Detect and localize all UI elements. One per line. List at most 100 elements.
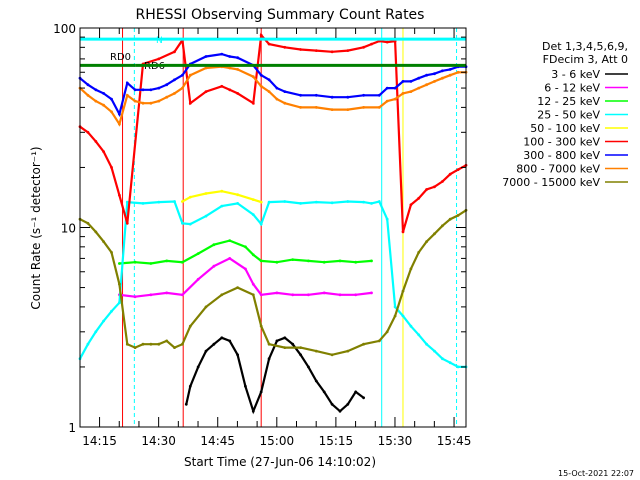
- data-point: [307, 365, 310, 369]
- data-point: [86, 93, 90, 97]
- data-point: [283, 45, 287, 49]
- series-line: [181, 190, 262, 204]
- data-point: [291, 293, 295, 297]
- data-point: [362, 93, 365, 97]
- data-point: [267, 42, 271, 46]
- data-point: [94, 330, 98, 334]
- data-point: [362, 45, 365, 49]
- series-12-25-kev: [118, 239, 373, 265]
- data-point: [149, 101, 153, 105]
- data-point: [417, 251, 421, 254]
- data-point: [86, 130, 90, 134]
- data-point: [314, 106, 318, 109]
- x-tick-label: 14:45: [200, 434, 235, 448]
- data-point: [291, 258, 295, 261]
- data-point: [94, 140, 98, 143]
- legend-label-12-25-kev: 12 - 25 keV: [537, 95, 600, 108]
- data-point: [299, 106, 302, 109]
- data-point: [251, 101, 255, 105]
- x-tick-label: 14:15: [82, 434, 117, 448]
- data-point: [165, 291, 169, 295]
- data-point: [220, 293, 224, 297]
- data-point: [165, 83, 169, 87]
- data-point: [110, 251, 113, 254]
- data-point: [259, 33, 263, 37]
- data-point: [181, 260, 184, 264]
- data-point: [165, 95, 169, 99]
- data-point: [425, 83, 428, 87]
- data-point: [133, 346, 137, 349]
- data-point: [283, 336, 287, 340]
- data-point: [417, 196, 421, 200]
- data-point: [314, 49, 318, 52]
- data-point: [181, 293, 184, 297]
- data-point: [157, 57, 161, 61]
- data-point: [314, 200, 318, 204]
- data-point: [362, 396, 365, 400]
- data-point: [448, 217, 452, 221]
- data-point: [110, 97, 113, 101]
- data-point: [228, 339, 232, 343]
- y-tick-label: 100: [53, 22, 76, 36]
- data-point: [102, 103, 105, 107]
- data-point: [236, 193, 240, 197]
- data-point: [354, 260, 358, 264]
- data-point: [118, 262, 121, 265]
- data-point: [157, 342, 161, 346]
- series-line: [79, 32, 467, 233]
- data-point: [322, 260, 326, 264]
- data-point: [393, 305, 397, 309]
- data-point: [456, 365, 460, 369]
- data-point: [401, 230, 405, 234]
- data-point: [275, 97, 279, 101]
- data-point: [448, 68, 452, 71]
- data-point: [299, 93, 302, 97]
- data-point: [196, 277, 200, 281]
- data-point: [330, 402, 334, 406]
- data-point: [259, 293, 263, 297]
- data-point: [125, 221, 129, 225]
- data-point: [275, 291, 279, 295]
- data-point: [220, 189, 224, 193]
- data-point: [417, 76, 421, 80]
- data-point: [338, 293, 342, 297]
- legend-label-25-50-kev: 25 - 50 keV: [537, 109, 600, 122]
- data-point: [330, 353, 334, 357]
- data-point: [184, 402, 188, 406]
- data-point: [370, 259, 373, 263]
- legend-label-50-100-kev: 50 - 100 keV: [530, 122, 600, 135]
- data-point: [244, 267, 247, 271]
- data-point: [385, 86, 389, 90]
- data-point: [188, 384, 192, 388]
- data-point: [322, 291, 326, 295]
- data-point: [307, 259, 310, 263]
- legend-label-3-6-kev: 3 - 6 keV: [551, 68, 600, 81]
- legend-label-100-300-kev: 100 - 300 keV: [523, 136, 600, 149]
- series-50-100-kev: [181, 189, 263, 204]
- data-point: [102, 92, 105, 95]
- data-point: [456, 70, 460, 74]
- data-point: [409, 203, 413, 207]
- legend-title-line-2: FDecim 3, Att 0: [543, 53, 628, 66]
- data-point: [220, 204, 224, 208]
- data-point: [259, 73, 263, 77]
- data-point: [314, 379, 318, 383]
- data-point: [110, 166, 113, 169]
- data-point: [118, 193, 121, 197]
- data-point: [275, 86, 279, 90]
- data-point: [338, 409, 342, 413]
- data-point: [456, 168, 460, 172]
- data-point: [204, 305, 208, 309]
- series-layer: [78, 32, 468, 415]
- data-point: [204, 90, 208, 93]
- y-axis-label: Count Rate (s⁻¹ detector⁻¹): [29, 146, 43, 309]
- series-line: [185, 336, 365, 415]
- data-point: [401, 314, 405, 318]
- data-point: [251, 409, 255, 413]
- legend-title-line-1: Det 1,3,4,5,6,9,: [542, 40, 628, 53]
- data-point: [173, 78, 176, 82]
- data-point: [259, 324, 263, 328]
- series-800-7000-kev: [78, 65, 468, 127]
- data-point: [118, 112, 121, 116]
